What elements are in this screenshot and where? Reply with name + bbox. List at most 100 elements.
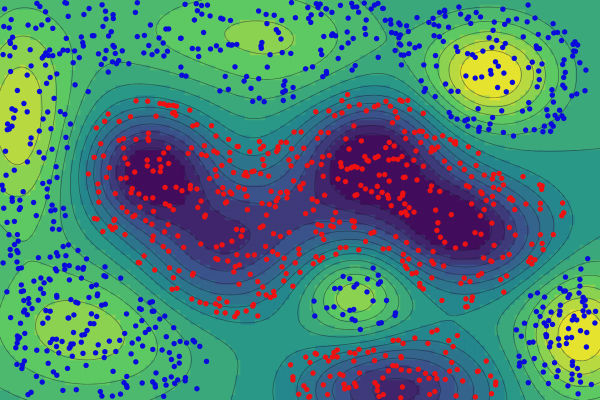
scatter-point-low-553 xyxy=(385,195,392,201)
scatter-point-low-346 xyxy=(298,129,304,135)
scatter-point-low-555 xyxy=(538,186,545,193)
scatter-point-high-61 xyxy=(585,256,591,262)
scatter-point-low-419 xyxy=(395,156,401,163)
scatter-point-high-611 xyxy=(575,42,581,48)
scatter-point-low-331 xyxy=(313,229,319,235)
scatter-point-low-505 xyxy=(483,197,489,204)
contour-line-7 xyxy=(70,73,600,400)
scatter-point-high-682 xyxy=(332,285,338,292)
scatter-point-low-396 xyxy=(292,260,298,266)
scatter-point-high-445 xyxy=(47,339,53,346)
scatter-point-high-37 xyxy=(101,354,107,361)
scatter-point-high-6 xyxy=(448,88,454,94)
scatter-point-high-75 xyxy=(7,53,13,59)
scatter-point-low-478 xyxy=(272,204,278,210)
scatter-point-high-571 xyxy=(373,35,380,42)
scatter-point-high-195 xyxy=(446,109,452,116)
scatter-point-low-272 xyxy=(442,239,448,245)
scatter-point-low-146 xyxy=(175,233,181,239)
scatter-point-high-149 xyxy=(292,15,299,21)
scatter-point-high-45 xyxy=(475,106,481,112)
scatter-point-low-239 xyxy=(454,366,460,373)
scatter-point-high-335 xyxy=(280,97,286,104)
scatter-point-high-146 xyxy=(577,283,583,289)
scatter-point-high-555 xyxy=(465,123,471,129)
scatter-point-high-601 xyxy=(545,34,551,41)
scatter-point-high-217 xyxy=(15,238,21,244)
scatter-point-high-319 xyxy=(432,93,438,100)
scatter-point-low-117 xyxy=(261,162,267,169)
scatter-point-high-203 xyxy=(468,20,474,27)
scatter-point-high-387 xyxy=(164,48,171,54)
scatter-point-high-478 xyxy=(586,309,592,315)
scatter-point-high-684 xyxy=(14,361,20,368)
scatter-point-low-246 xyxy=(239,227,246,233)
scatter-point-high-121 xyxy=(4,121,11,127)
scatter-point-high-263 xyxy=(562,274,569,280)
scatter-point-low-318 xyxy=(141,253,147,259)
scatter-point-low-190 xyxy=(309,159,315,165)
scatter-point-high-671 xyxy=(112,50,119,57)
scatter-point-high-9 xyxy=(350,35,356,42)
scatter-point-high-388 xyxy=(486,126,492,133)
scatter-point-low-45 xyxy=(257,171,264,177)
scatter-point-low-188 xyxy=(490,184,497,191)
contour-line-6 xyxy=(78,85,574,400)
scatter-point-low-285 xyxy=(346,103,352,110)
scatter-point-low-525 xyxy=(100,153,107,159)
scatter-point-high-175 xyxy=(49,226,56,232)
scatter-point-high-355 xyxy=(562,29,568,35)
scatter-point-high-336 xyxy=(388,29,395,36)
scatter-point-high-177 xyxy=(65,315,71,321)
scatter-point-low-300 xyxy=(428,183,435,189)
scatter-point-low-63 xyxy=(461,166,467,173)
scatter-point-low-325 xyxy=(375,102,381,108)
scatter-point-high-159 xyxy=(34,347,40,353)
scatter-point-high-499 xyxy=(18,288,24,295)
scatter-point-low-471 xyxy=(409,271,415,277)
scatter-point-low-554 xyxy=(319,154,326,160)
scatter-point-high-416 xyxy=(491,19,497,25)
scatter-point-high-526 xyxy=(45,315,51,321)
scatter-point-high-13 xyxy=(364,276,371,282)
scatter-point-high-433 xyxy=(47,254,53,260)
scatter-point-high-637 xyxy=(513,327,520,333)
scatter-point-high-215 xyxy=(35,255,42,261)
scatter-point-high-338 xyxy=(133,323,139,329)
scatter-point-low-367 xyxy=(333,251,339,257)
scatter-point-low-270 xyxy=(105,111,111,117)
scatter-point-low-198 xyxy=(537,200,544,206)
scatter-point-low-195 xyxy=(491,242,497,248)
scatter-point-high-564 xyxy=(539,61,545,67)
scatter-point-high-588 xyxy=(565,383,571,389)
scatter-point-high-404 xyxy=(183,73,189,79)
scatter-point-high-316 xyxy=(65,242,72,248)
scatter-point-high-593 xyxy=(43,50,49,56)
scatter-point-high-197 xyxy=(44,348,50,354)
scatter-point-high-408 xyxy=(11,115,17,121)
scatter-point-high-313 xyxy=(562,69,568,76)
scatter-point-low-236 xyxy=(278,139,284,145)
scatter-point-low-514 xyxy=(100,228,106,235)
scatter-point-high-605 xyxy=(426,19,432,26)
scatter-point-high-353 xyxy=(532,15,538,21)
scatter-point-low-502 xyxy=(310,261,316,267)
scatter-point-high-123 xyxy=(102,264,108,270)
scatter-point-low-157 xyxy=(326,108,332,114)
scatter-point-low-313 xyxy=(432,371,438,377)
scatter-point-low-211 xyxy=(358,182,364,188)
scatter-point-high-501 xyxy=(121,379,127,386)
scatter-point-low-513 xyxy=(118,175,124,182)
scatter-point-low-130 xyxy=(124,209,130,215)
scatter-point-high-585 xyxy=(222,73,228,80)
scatter-point-low-509 xyxy=(339,97,345,104)
scatter-point-high-86 xyxy=(545,380,552,387)
scatter-point-high-683 xyxy=(412,45,418,51)
scatter-point-low-474 xyxy=(171,109,178,116)
scatter-point-low-75 xyxy=(374,388,381,394)
scatter-point-high-370 xyxy=(288,50,294,57)
scatter-point-low-368 xyxy=(219,242,225,248)
scatter-point-high-575 xyxy=(17,320,24,326)
scatter-point-low-104 xyxy=(220,185,226,191)
